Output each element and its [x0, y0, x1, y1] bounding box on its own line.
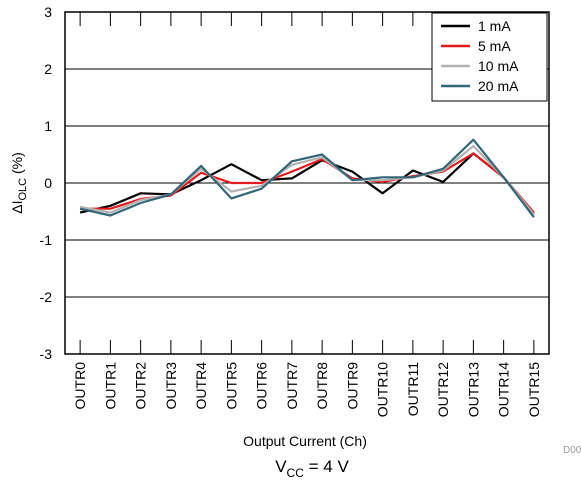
y-axis-tick-labels: -3 -2 -1 0 1 2 3 [40, 4, 53, 362]
x-tick-label: OUTR14 [496, 362, 512, 417]
legend-label: 20 mA [478, 78, 519, 94]
plot-area-frame [64, 11, 550, 355]
legend: 1 mA 5 mA 10 mA 20 mA [431, 12, 548, 102]
y-tick-label: 1 [44, 118, 52, 134]
y-axis-label-subscript: OLC [17, 178, 29, 201]
figure-id: D005 [563, 445, 581, 456]
y-tick-label: -2 [40, 289, 53, 305]
y-tick-label: 3 [44, 4, 52, 20]
caption-subscript: CC [287, 466, 305, 480]
x-tick-label: OUTR10 [375, 362, 391, 417]
caption: VCC = 4 V [275, 457, 349, 480]
series-lines [79, 138, 535, 218]
x-axis-label: Output Current (Ch) [243, 433, 367, 449]
legend-label: 1 mA [478, 18, 511, 34]
x-tick-label: OUTR5 [223, 362, 239, 410]
x-axis-tick-labels: OUTR0 OUTR1 OUTR2 OUTR3 OUTR4 OUTR5 OUTR6 OUTR7… [72, 362, 542, 417]
caption-main: V [275, 457, 287, 476]
x-tick-label: OUTR7 [284, 362, 300, 410]
x-tick-label: OUTR2 [133, 362, 149, 410]
x-tick-label: OUTR9 [344, 362, 360, 410]
y-axis-label-main: ΔI [9, 201, 25, 214]
series-line-1-ma [79, 152, 535, 215]
y-tick-label: 0 [44, 175, 52, 191]
y-axis-label: ΔIOLC (%) [9, 152, 29, 214]
y-tick-label: -1 [40, 232, 53, 248]
x-tick-label: OUTR6 [254, 362, 270, 410]
x-tick-label: OUTR1 [102, 362, 118, 410]
x-tick-label: OUTR12 [435, 362, 451, 417]
x-tick-label: OUTR13 [465, 362, 481, 417]
legend-label: 10 mA [478, 58, 519, 74]
y-axis-label-unit: (%) [9, 152, 25, 178]
x-tick-label: OUTR3 [163, 362, 179, 410]
x-tick-label: OUTR4 [193, 362, 209, 410]
legend-label: 5 mA [478, 38, 511, 54]
x-tick-label: OUTR11 [405, 362, 421, 416]
y-tick-label: -3 [40, 346, 53, 362]
series-line-20-ma [79, 138, 535, 218]
x-tick-label: OUTR8 [314, 362, 330, 410]
grid-lines [65, 68, 549, 298]
x-tick-label: OUTR0 [72, 362, 88, 410]
caption-rest: = 4 V [304, 457, 350, 476]
y-tick-label: 2 [44, 61, 52, 77]
tick-marks [79, 12, 535, 354]
x-tick-label: OUTR15 [526, 362, 542, 417]
series-line-10-ma [79, 144, 535, 215]
